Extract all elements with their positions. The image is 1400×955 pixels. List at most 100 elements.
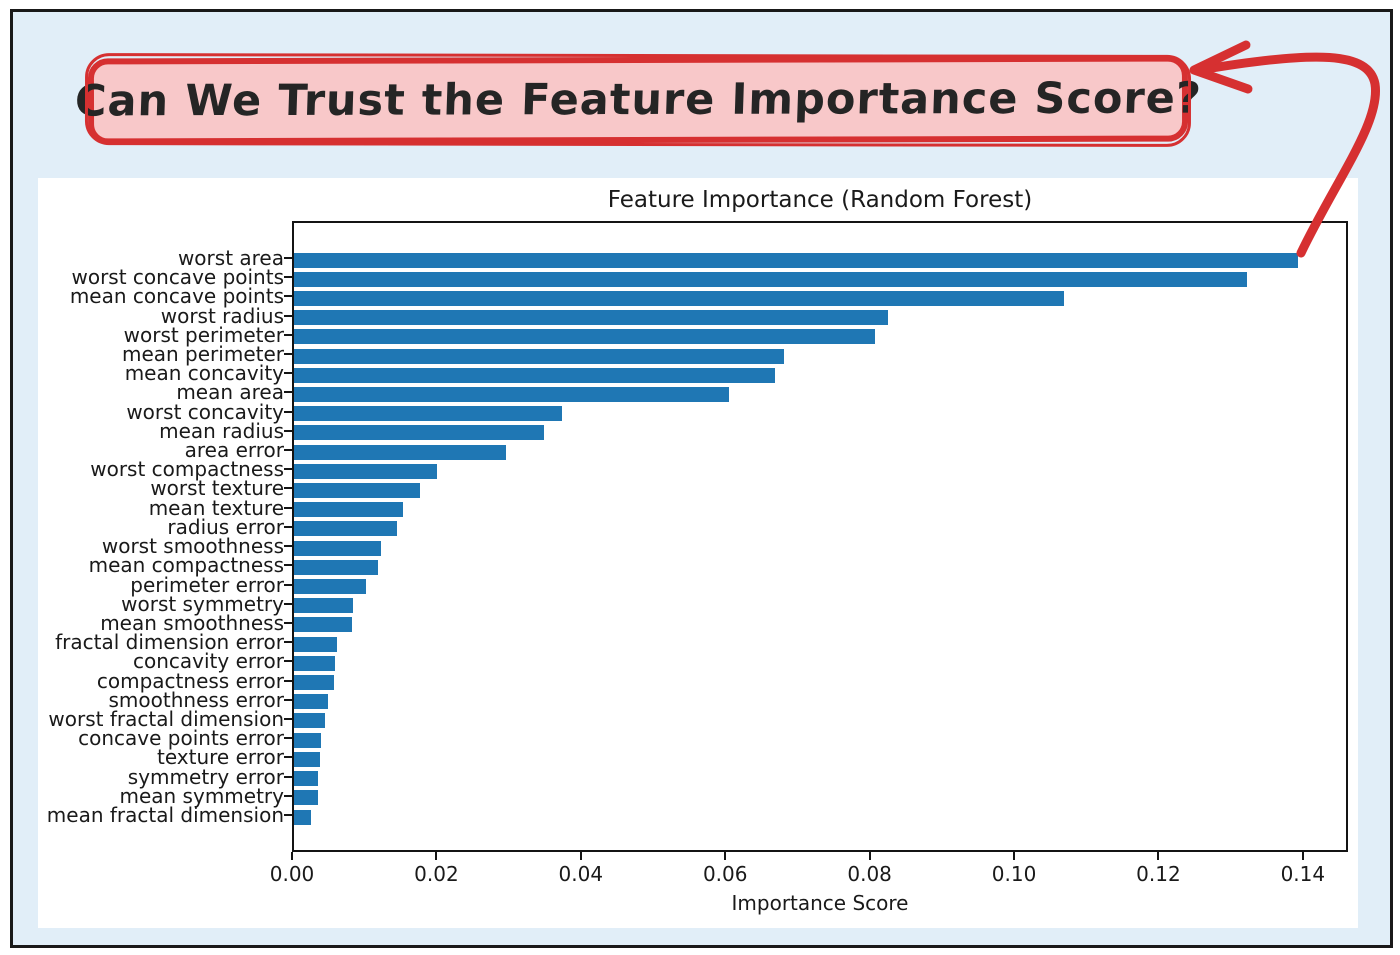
x-axis-label: Importance Score: [731, 891, 909, 915]
x-tick: [868, 852, 871, 860]
y-tick: [284, 276, 292, 279]
bar: [294, 559, 378, 575]
y-axis-label: worst compactness: [90, 457, 284, 482]
y-axis-label: area error: [184, 438, 284, 463]
bar: [294, 252, 1298, 268]
y-tick: [284, 468, 292, 471]
y-tick: [284, 487, 292, 490]
y-axis-label: symmetry error: [127, 764, 284, 789]
bar: [294, 290, 1065, 306]
y-tick: [284, 756, 292, 759]
y-axis-label: worst fractal dimension: [48, 706, 284, 731]
y-axis-label: mean smoothness: [100, 610, 284, 635]
y-axis-label: worst smoothness: [101, 534, 284, 559]
y-axis-label: mean area: [176, 380, 284, 405]
bar: [294, 310, 889, 326]
bar: [294, 482, 420, 498]
bar: [294, 521, 397, 537]
x-tick: [579, 852, 582, 860]
y-tick: [284, 429, 292, 432]
x-tick: [1301, 852, 1304, 860]
y-tick: [284, 602, 292, 605]
y-axis-label: mean perimeter: [121, 342, 284, 367]
x-tick-label: 0.10: [991, 862, 1037, 886]
y-tick: [284, 410, 292, 413]
x-tick: [1013, 852, 1016, 860]
bar: [294, 386, 729, 402]
chart-panel: Feature Importance (Random Forest) worst…: [38, 178, 1358, 928]
x-tick: [1157, 852, 1160, 860]
bar: [294, 444, 507, 460]
y-axis-label: mean radius: [159, 418, 284, 443]
bar: [294, 579, 367, 595]
y-tick: [284, 314, 292, 317]
bar: [294, 425, 544, 441]
x-tick: [291, 852, 293, 860]
y-axis-label: mean compactness: [88, 553, 284, 578]
bar: [294, 329, 875, 345]
bar: [294, 713, 325, 729]
y-axis-label: worst concavity: [126, 399, 284, 424]
y-axis-label: texture error: [156, 745, 284, 770]
y-axis-label: compactness error: [96, 668, 284, 693]
y-axis-label: mean fractal dimension: [46, 803, 284, 827]
y-tick: [284, 737, 292, 740]
bar: [294, 502, 403, 518]
y-axis-label: fractal dimension error: [55, 630, 284, 655]
x-tick-label: 0.08: [847, 862, 892, 886]
bar: [294, 271, 1248, 287]
bar: [294, 675, 334, 691]
y-axis-label: worst texture: [150, 476, 284, 501]
x-tick: [435, 852, 438, 860]
y-axis-label: concave points error: [78, 726, 284, 751]
bar: [294, 540, 381, 556]
y-tick: [284, 449, 292, 452]
y-axis-label: radius error: [167, 514, 284, 539]
bar: [294, 732, 321, 748]
y-tick: [284, 660, 292, 663]
bar: [294, 406, 562, 422]
plot-area: [292, 221, 1348, 852]
y-tick: [284, 391, 292, 394]
bar: [294, 771, 318, 787]
y-tick: [284, 545, 292, 548]
annotation-banner: Can We Trust the Feature Importance Scor…: [74, 55, 1202, 145]
y-tick: [284, 525, 292, 528]
bar: [294, 463, 437, 479]
y-axis-label: perimeter error: [130, 572, 284, 597]
bar: [294, 617, 352, 633]
y-axis-label: worst perimeter: [123, 322, 284, 347]
y-axis-label: mean concave points: [69, 284, 284, 309]
y-tick: [284, 583, 292, 586]
y-tick: [284, 775, 292, 778]
x-tick-label: 0.00: [269, 862, 315, 886]
y-axis-label: worst area: [177, 246, 284, 270]
y-tick: [284, 372, 292, 375]
x-tick-label: 0.02: [414, 862, 459, 886]
bar: [294, 694, 328, 710]
chart-title: Feature Importance (Random Forest): [607, 187, 1033, 213]
x-tick-label: 0.06: [702, 862, 748, 886]
y-tick: [284, 257, 292, 259]
y-axis-label: concavity error: [132, 649, 284, 674]
y-axis-label: worst concave points: [71, 265, 284, 290]
y-tick: [284, 621, 292, 624]
y-axis-label: mean symmetry: [119, 783, 284, 808]
x-tick: [724, 852, 727, 860]
y-tick: [284, 506, 292, 509]
y-tick: [284, 564, 292, 567]
y-tick: [284, 353, 292, 356]
bar: [294, 790, 318, 806]
y-tick: [284, 717, 292, 720]
y-axis-label: mean concavity: [124, 361, 284, 386]
y-tick: [284, 698, 292, 701]
outer-frame: Can We Trust the Feature Importance Scor…: [10, 9, 1393, 948]
bar: [294, 751, 320, 767]
y-tick: [284, 679, 292, 682]
x-tick-label: 0.04: [558, 862, 604, 886]
bar: [294, 367, 775, 383]
annotation-text: Can We Trust the Feature Importance Scor…: [73, 73, 1203, 127]
bar: [294, 655, 336, 671]
bar: [294, 809, 312, 825]
y-axis-label: worst symmetry: [121, 591, 284, 616]
